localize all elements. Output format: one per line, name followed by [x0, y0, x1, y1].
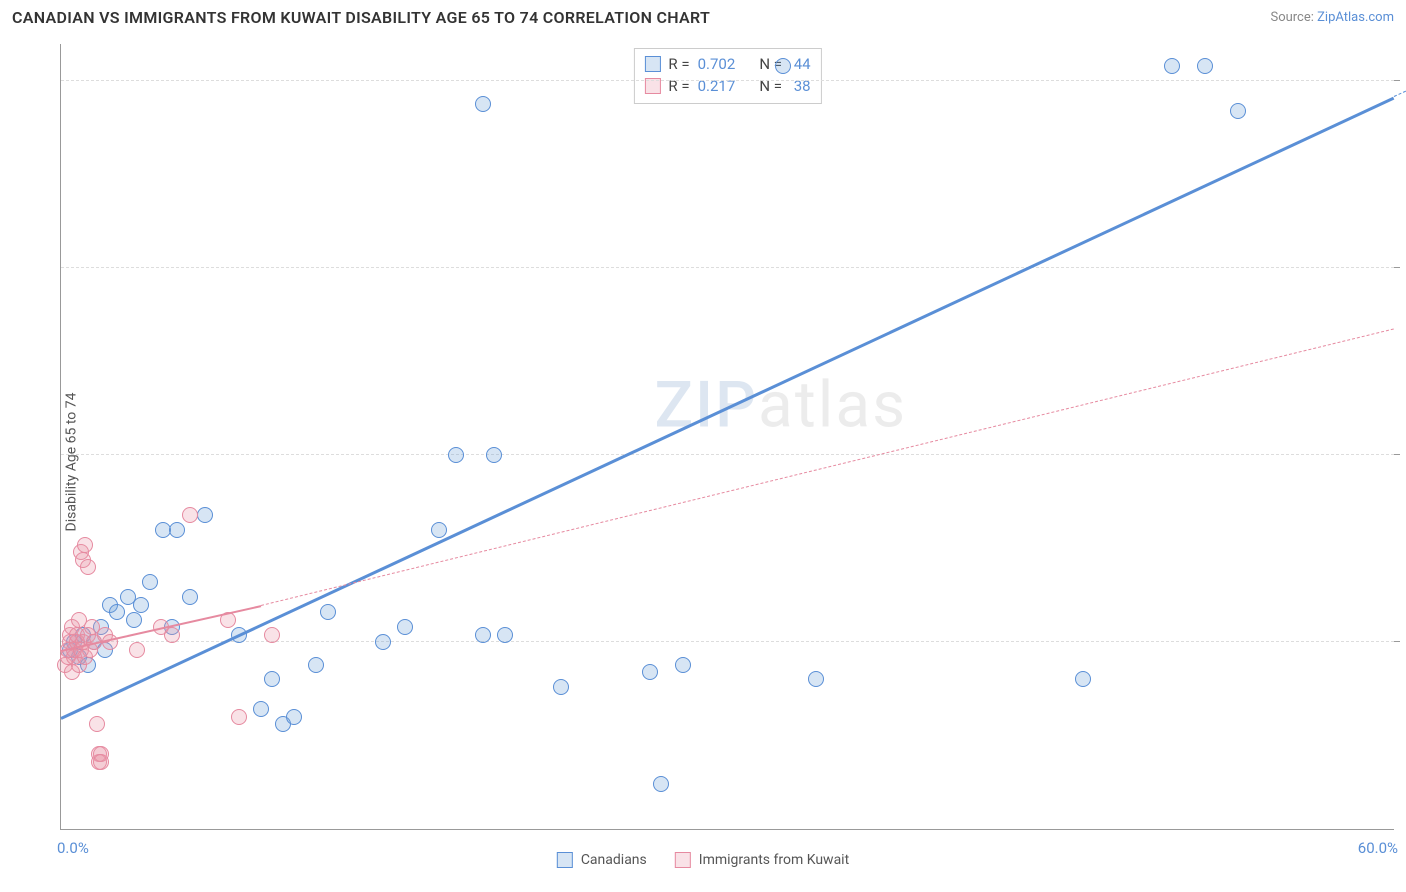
data-point: [775, 58, 791, 74]
y-tick-label: 75.0%: [1402, 241, 1406, 259]
data-point: [286, 709, 302, 725]
data-point: [320, 604, 336, 620]
data-point: [80, 559, 96, 575]
data-point: [231, 709, 247, 725]
data-point: [808, 671, 824, 687]
legend: Canadians Immigrants from Kuwait: [557, 852, 849, 868]
gridline: [61, 80, 1394, 81]
plot-region: ZIPatlas R =0.702 N = 44R =0.217 N = 38 …: [60, 44, 1394, 830]
chart-header: CANADIAN VS IMMIGRANTS FROM KUWAIT DISAB…: [0, 0, 1406, 39]
data-point: [89, 716, 105, 732]
stats-row: R =0.217 N = 38: [644, 75, 810, 97]
data-point: [1075, 671, 1091, 687]
data-point: [475, 96, 491, 112]
data-point: [486, 447, 502, 463]
chart-title: CANADIAN VS IMMIGRANTS FROM KUWAIT DISAB…: [12, 8, 710, 27]
y-tick-mark: [1394, 641, 1400, 642]
y-tick-mark: [1394, 267, 1400, 268]
source-link[interactable]: ZipAtlas.com: [1317, 10, 1394, 25]
legend-item: Immigrants from Kuwait: [675, 852, 849, 868]
data-point: [264, 627, 280, 643]
data-point: [553, 679, 569, 695]
data-point: [182, 507, 198, 523]
data-point: [1164, 58, 1180, 74]
data-point: [448, 447, 464, 463]
data-point: [77, 537, 93, 553]
data-point: [308, 657, 324, 673]
series-swatch: [675, 852, 691, 868]
legend-item: Canadians: [557, 852, 647, 868]
series-swatch: [644, 56, 660, 72]
data-point: [133, 597, 149, 613]
data-point: [1197, 58, 1213, 74]
y-tick-label: 25.0%: [1402, 615, 1406, 633]
gridline: [61, 454, 1394, 455]
x-tick-label: 0.0%: [57, 839, 89, 857]
data-point: [197, 507, 213, 523]
n-value: 44: [790, 53, 811, 75]
trend-line: [261, 328, 1394, 606]
data-point: [475, 627, 491, 643]
correlation-stats-box: R =0.702 N = 44R =0.217 N = 38: [633, 48, 821, 104]
gridline: [61, 641, 1394, 642]
y-tick-label: 50.0%: [1402, 428, 1406, 446]
legend-label: Immigrants from Kuwait: [699, 852, 849, 868]
n-value: 38: [790, 75, 811, 97]
data-point: [642, 664, 658, 680]
data-point: [431, 522, 447, 538]
data-point: [126, 612, 142, 628]
y-tick-mark: [1394, 454, 1400, 455]
data-point: [397, 619, 413, 635]
r-value: 0.217: [698, 75, 748, 97]
data-point: [264, 671, 280, 687]
x-tick-label: 60.0%: [1358, 839, 1398, 857]
data-point: [164, 627, 180, 643]
data-point: [109, 604, 125, 620]
r-value: 0.702: [698, 53, 748, 75]
data-point: [169, 522, 185, 538]
gridline: [61, 267, 1394, 268]
data-point: [253, 701, 269, 717]
data-point: [93, 754, 109, 770]
chart-area: Disability Age 65 to 74 ZIPatlas R =0.70…: [12, 44, 1394, 880]
data-point: [129, 642, 145, 658]
trend-line: [60, 96, 1394, 719]
data-point: [1230, 103, 1246, 119]
y-tick-mark: [1394, 80, 1400, 81]
series-swatch: [557, 852, 573, 868]
watermark: ZIPatlas: [654, 368, 907, 443]
legend-label: Canadians: [581, 852, 647, 868]
data-point: [497, 627, 513, 643]
y-tick-label: 100.0%: [1402, 54, 1406, 72]
data-point: [375, 634, 391, 650]
data-point: [675, 657, 691, 673]
data-point: [653, 776, 669, 792]
data-point: [182, 589, 198, 605]
data-point: [142, 574, 158, 590]
source-label: Source: ZipAtlas.com: [1270, 10, 1394, 25]
